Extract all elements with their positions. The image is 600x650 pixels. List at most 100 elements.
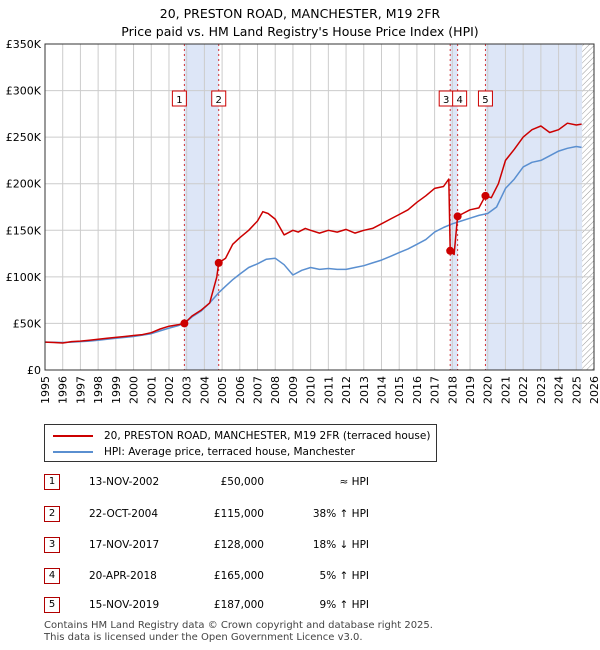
x-tick-label: 2015 [393,376,406,404]
x-tick-label: 1999 [110,376,123,404]
transaction-label-box [171,90,187,107]
x-tick-label: 2014 [375,376,388,404]
table-row: 5 15-NOV-2019 £187,000 9% ↑ HPI [44,597,374,615]
x-tick-label: 2025 [570,376,583,404]
x-tick-label: 2001 [145,376,158,404]
transaction-hpi-relation: ≈ HPI [339,476,369,488]
footer-copyright: Contains HM Land Registry data © Crown c… [44,620,433,631]
x-tick-label: 2011 [322,376,335,404]
transaction-label-box [211,90,227,107]
x-tick-label: 2002 [163,376,176,404]
x-tick-label: 1997 [74,376,87,404]
transaction-hpi-relation: 38% ↑ HPI [312,508,369,520]
transaction-marker [481,191,490,200]
legend-property-label: 20, PRESTON ROAD, MANCHESTER, M19 2FR (t… [104,430,431,442]
transaction-label-box [452,90,468,107]
transaction-marker [453,212,462,221]
transaction-number: 3 [44,537,60,553]
x-tick-label: 2012 [340,376,353,404]
transaction-label-text: 4 [456,95,462,106]
x-tick-label: 2000 [128,376,141,404]
x-tick-label: 2022 [517,376,530,404]
transaction-date: 20-APR-2018 [89,570,157,582]
transaction-number: 2 [44,506,60,522]
table-row: 4 20-APR-2018 £165,000 5% ↑ HPI [44,568,374,586]
x-tick-label: 2018 [446,376,459,404]
x-tick-label: 2013 [358,376,371,404]
transaction-label: 1 [171,90,187,107]
transaction-hpi-relation: 18% ↓ HPI [312,539,369,551]
shaded-range [485,44,583,370]
x-tick-label: 2021 [499,376,512,404]
table-row: 3 17-NOV-2017 £128,000 18% ↓ HPI [44,537,374,555]
transaction-hpi-relation: 5% ↑ HPI [319,570,369,582]
transaction-price: £115,000 [213,508,264,520]
transaction-label: 4 [452,90,468,107]
table-row: 1 13-NOV-2002 £50,000 ≈ HPI [44,474,374,492]
x-tick-label: 2024 [553,376,566,404]
x-tick-label: 2008 [269,376,282,404]
x-tick-label: 2004 [198,376,211,404]
transaction-price: £50,000 [220,476,264,488]
x-tick-label: 2005 [216,376,229,404]
y-tick-label: £350K [6,38,42,51]
footer-license: This data is licensed under the Open Gov… [44,632,363,643]
x-tick-label: 1998 [92,376,105,404]
transaction-number: 5 [44,597,60,613]
x-tick-label: 2019 [464,376,477,404]
y-tick-label: £100K [6,271,42,284]
transaction-label: 3 [438,90,454,107]
y-tick-label: £300K [6,85,42,98]
transaction-date: 22-OCT-2004 [89,508,158,520]
x-tick-label: 2003 [181,376,194,404]
transaction-label-text: 3 [443,95,449,106]
x-tick-label: 2010 [305,376,318,404]
transaction-date: 13-NOV-2002 [89,476,160,488]
transaction-marker [446,246,455,255]
x-tick-label: 2026 [588,376,600,404]
transaction-price: £128,000 [213,539,264,551]
transaction-number: 4 [44,568,60,584]
transaction-label-box [477,90,493,107]
y-tick-label: £0 [27,364,41,377]
legend-item-property: 20, PRESTON ROAD, MANCHESTER, M19 2FR (t… [53,429,430,443]
chart-legend: 20, PRESTON ROAD, MANCHESTER, M19 2FR (t… [44,424,437,462]
x-tick-label: 2016 [411,376,424,404]
transaction-date: 17-NOV-2017 [89,539,160,551]
shaded-range [450,44,458,370]
y-tick-label: £200K [6,178,42,191]
transaction-marker [214,258,223,267]
chart-title: 20, PRESTON ROAD, MANCHESTER, M19 2FR [159,6,441,21]
property-line-swatch [53,435,93,437]
transaction-label: 2 [211,90,227,107]
hpi-line-swatch [53,451,93,453]
transaction-label-text: 5 [482,95,488,106]
transaction-label-text: 2 [216,95,222,106]
legend-item-hpi: HPI: Average price, terraced house, Manc… [53,445,355,459]
x-tick-label: 2006 [234,376,247,404]
x-tick-label: 1996 [57,376,70,404]
transaction-date: 15-NOV-2019 [89,599,160,611]
transaction-label-text: 1 [176,95,182,106]
table-row: 2 22-OCT-2004 £115,000 38% ↑ HPI [44,506,374,524]
legend-hpi-label: HPI: Average price, terraced house, Manc… [104,446,355,458]
x-tick-label: 2020 [482,376,495,404]
x-tick-label: 2007 [252,376,265,404]
x-tick-label: 2023 [535,376,548,404]
chart-subtitle: Price paid vs. HM Land Registry's House … [121,24,479,39]
x-tick-label: 2009 [287,376,300,404]
transaction-hpi-relation: 9% ↑ HPI [319,599,369,611]
y-tick-label: £250K [6,131,42,144]
transaction-price: £165,000 [213,570,264,582]
y-tick-label: £150K [6,224,42,237]
transaction-marker [180,319,189,328]
y-tick-label: £50K [13,317,42,330]
hpi-line [44,145,582,344]
plot-frame [44,43,595,371]
x-tick-label: 1995 [39,376,52,404]
transaction-number: 1 [44,474,60,490]
x-tick-label: 2017 [429,376,442,404]
transaction-price: £187,000 [213,599,264,611]
future-hatch-area [582,44,594,370]
